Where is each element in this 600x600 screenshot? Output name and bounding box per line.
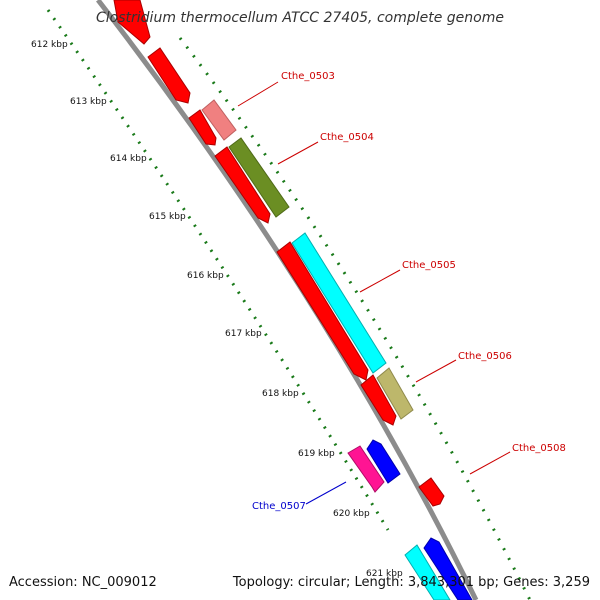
cds-feature-blue-2[interactable] (423, 537, 473, 600)
cds-feature-cthe0507[interactable] (347, 445, 385, 493)
scale-label: 618 kbp (262, 389, 299, 399)
cds-feature-red-2[interactable] (188, 109, 217, 146)
leader-line-0507 (305, 481, 347, 505)
scale-label: 620 kbp (333, 509, 370, 519)
scale-label: 621 kbp (366, 569, 403, 579)
leader-line-0506 (415, 359, 457, 383)
cds-feature-cthe0508[interactable] (418, 477, 445, 507)
gene-label-cthe0503[interactable]: Cthe_0503 (281, 71, 335, 82)
scale-labels: 612 kbp 613 kbp 614 kbp 615 kbp 616 kbp … (31, 40, 403, 579)
gene-label-cthe0506[interactable]: Cthe_0506 (458, 351, 512, 362)
leader-line-0505 (359, 269, 401, 293)
accession-text: Accession: NC_009012 (9, 575, 157, 590)
cds-feature-cthe0505[interactable] (291, 232, 387, 374)
leader-line-0508 (469, 451, 511, 475)
leader-line-0503 (237, 81, 279, 107)
scale-label: 613 kbp (70, 97, 107, 107)
gene-label-cthe0508[interactable]: Cthe_0508 (512, 443, 566, 454)
gene-label-cthe0507[interactable]: Cthe_0507 (252, 501, 306, 512)
cds-feature-top-red[interactable] (113, 0, 151, 45)
scale-label: 614 kbp (110, 154, 147, 164)
gene-label-cthe0504[interactable]: Cthe_0504 (320, 132, 374, 143)
map-title: Clostridium thermocellum ATCC 27405, com… (96, 10, 504, 26)
cds-feature-red-4[interactable] (276, 241, 369, 381)
cds-feature-cthe0504[interactable] (228, 137, 290, 218)
cds-feature-cthe0503[interactable] (201, 99, 237, 141)
genome-summary-text: Topology: circular; Length: 3,843,301 bp… (232, 575, 590, 590)
scale-label: 615 kbp (149, 212, 186, 222)
cds-feature-cyan-2[interactable] (404, 544, 451, 600)
scale-label: 612 kbp (31, 40, 68, 50)
gene-label-cthe0505[interactable]: Cthe_0505 (402, 260, 456, 271)
cds-feature-cthe0506[interactable] (376, 367, 414, 420)
cds-feature-red-5[interactable] (360, 374, 397, 426)
leader-line-0504 (277, 141, 319, 165)
cds-feature-blue-1[interactable] (366, 439, 401, 484)
cds-feature-red-1[interactable] (147, 47, 191, 104)
scale-track-left (46, 9, 390, 531)
scale-label: 616 kbp (187, 271, 224, 281)
feature-track-right (178, 37, 532, 600)
gene-labels: Cthe_0503 Cthe_0504 Cthe_0505 Cthe_0506 … (252, 71, 566, 512)
scale-label: 619 kbp (298, 449, 335, 459)
cds-feature-red-3[interactable] (214, 146, 271, 224)
scale-label: 617 kbp (225, 329, 262, 339)
